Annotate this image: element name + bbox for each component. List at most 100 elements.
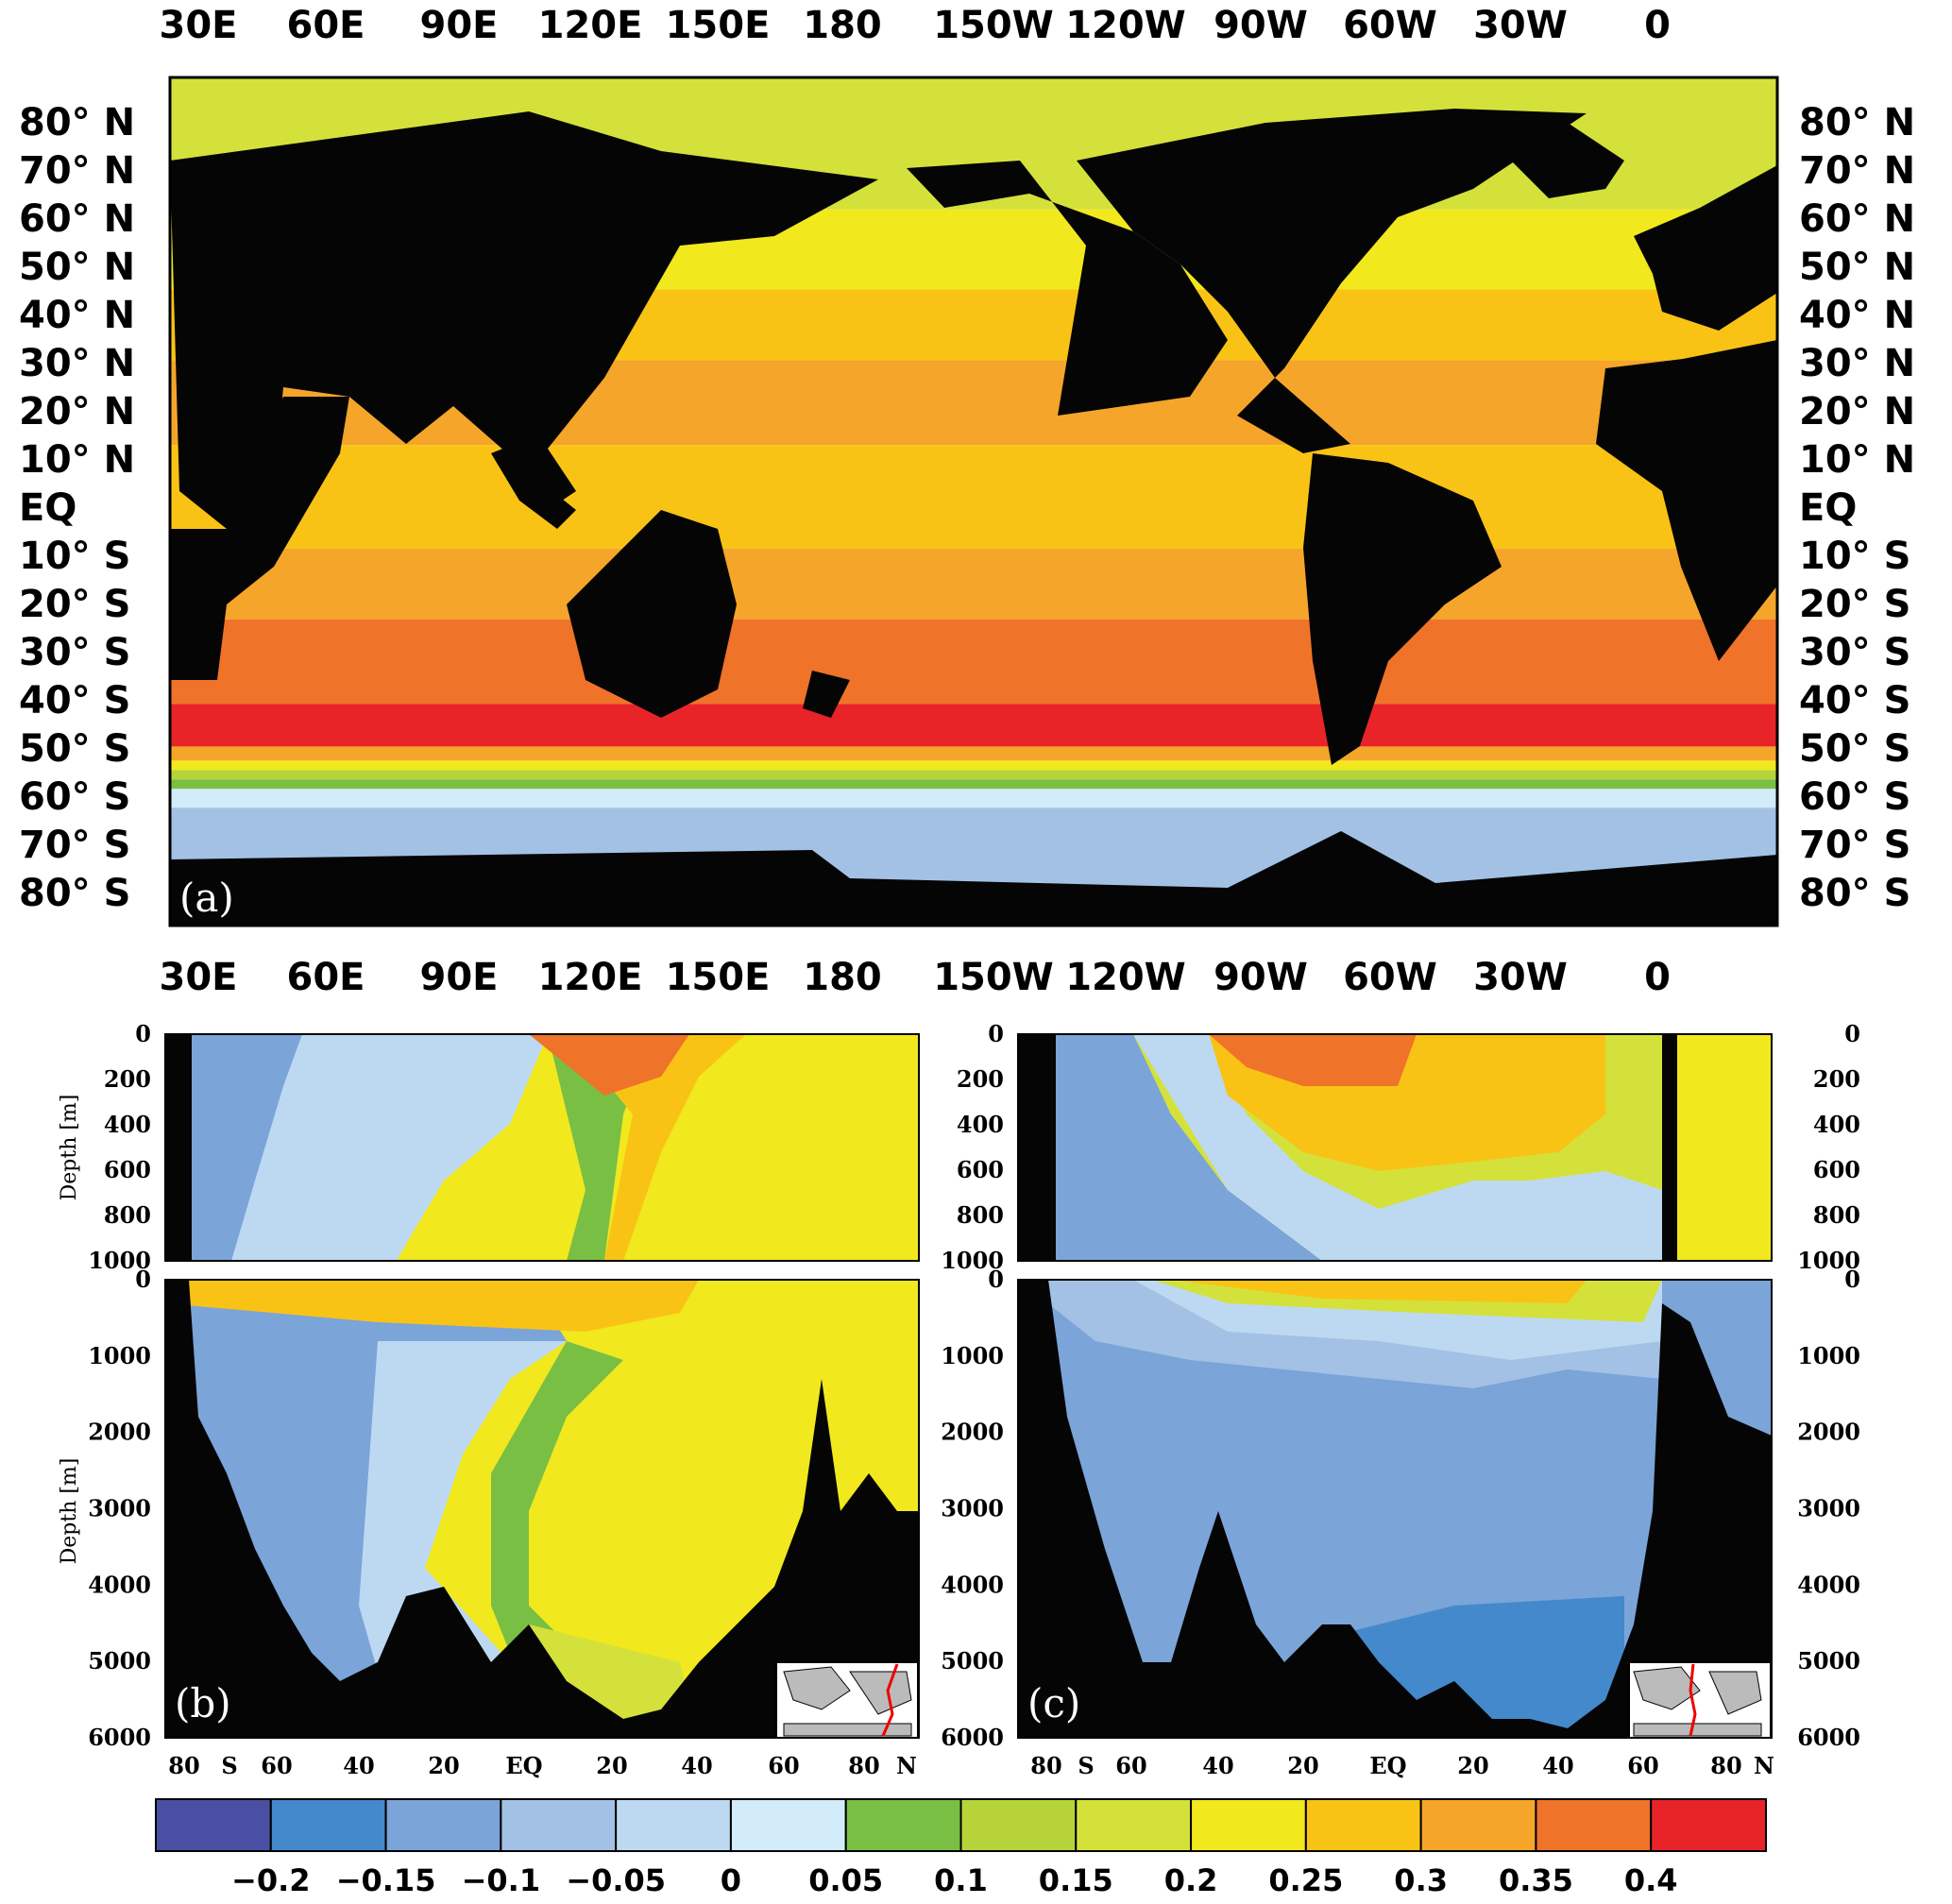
colorbar-swatch-2 [384,1798,502,1852]
land-eurasia [170,111,878,529]
b-x-tick-10: N [896,1752,917,1779]
panel-c-upper-frame [1017,1033,1773,1262]
map-y-tick-left-14: 60° S [19,775,130,819]
c-x-tick-0: 80 [1030,1752,1061,1779]
colorbar-swatch-6 [844,1798,962,1852]
map-y-tick-left-7: 10° N [19,438,135,482]
colorbar-swatch-8 [1075,1798,1193,1852]
map-y-tick-left-10: 20° S [19,583,130,626]
land-africa-west [1596,340,1777,661]
c-x-tick-1: S [1078,1752,1094,1779]
c-upper-y-tick-left-4: 800 [957,1201,1004,1229]
c-upper-y-tick-left-0: 0 [988,1020,1004,1047]
map-y-tick-left-12: 40° S [19,679,130,722]
map-band-9 [170,760,1777,771]
map-x-tick-top-0: 30E [160,4,238,47]
land-africa [170,397,349,680]
panel-c-section: (c) [1017,1033,1773,1739]
map-x-tick-bottom-11: 0 [1644,956,1671,999]
map-x-ticks: 30E 30E 60E 60E 90E 90E 120E 120E 150E 150E 180 180… [160,4,1671,999]
map-band-11 [170,779,1777,790]
colorbar-swatch-0 [155,1798,272,1852]
land-north-pacific-asia [907,161,1228,416]
land-mask [170,109,1777,926]
map-y-tick-left-8: EQ [19,486,76,530]
map-band-6 [170,619,1777,705]
c-lower-y-tick-left-3: 3000 [941,1495,1004,1522]
c-lower-y-tick-right-4: 4000 [1797,1571,1860,1598]
map-x-tick-bottom-0: 30E [160,956,238,999]
map-x-tick-top-9: 60W [1343,4,1437,47]
c-lower-y-tick-right-3: 3000 [1797,1495,1860,1522]
b-x-tick-7: 40 [681,1752,712,1779]
b-x-tick-1: S [221,1752,237,1779]
c-lower-y-tick-right-2: 2000 [1797,1419,1860,1446]
panel-label-c: (c) [1027,1680,1080,1726]
map-y-tick-right-16: 80° S [1799,872,1910,915]
panel-b-inset-map [775,1661,919,1739]
colorbar-label-4: 0 [721,1862,741,1898]
map-band-8 [170,746,1777,761]
land-australia [567,510,737,718]
panel-c-bathymetry [1018,1280,1772,1738]
map-y-tick-right-12: 40° S [1799,679,1910,722]
map-x-tick-bottom-10: 30W [1473,956,1568,999]
colorbar-label-3: −0.05 [566,1862,666,1898]
b-lower-y-tick-0: 0 [135,1266,151,1293]
b-x-tick-3: 40 [343,1752,374,1779]
map-x-tick-bottom-4: 150E [666,956,771,999]
c-lower-y-tick-left-4: 4000 [941,1571,1004,1598]
colorbar-swatch-9 [1190,1798,1307,1852]
map-y-tick-right-1: 70° N [1799,149,1915,193]
map-x-tick-top-10: 30W [1473,4,1568,47]
land-europe-west [1634,165,1777,331]
map-band-5 [170,548,1777,620]
c-x-tick-4: 20 [1287,1752,1318,1779]
b-upper-y-tick-1: 200 [104,1065,151,1093]
map-y-tick-left-16: 80° S [19,872,130,915]
map-band-4 [170,445,1777,549]
map-x-tick-top-5: 180 [803,4,882,47]
map-x-tick-bottom-7: 120W [1065,956,1186,999]
map-x-tick-top-7: 120W [1065,4,1186,47]
b-upper-y-tick-3: 600 [104,1156,151,1183]
panel-b-lower-frame [164,1279,920,1739]
c-upper-y-tick-left-1: 200 [957,1065,1004,1093]
colorbar-label-12: 0.4 [1624,1862,1678,1898]
map-x-tick-top-4: 150E [666,4,771,47]
b-x-tick-0: 80 [168,1752,199,1779]
map-y-tick-left-3: 50° N [19,246,135,289]
panel-a-map: (a) [168,76,1779,927]
map-y-tick-right-2: 60° N [1799,197,1915,241]
map-x-tick-bottom-3: 120E [538,956,643,999]
colorbar-swatch-5 [729,1798,847,1852]
c-upper-y-tick-right-5: 1000 [1797,1247,1860,1274]
colorbar-label-0: −0.2 [231,1862,311,1898]
map-y-tick-right-11: 30° S [1799,631,1910,674]
map-x-tick-top-11: 0 [1644,4,1671,47]
b-x-tick-2: 60 [261,1752,292,1779]
colorbar-swatch-13 [1650,1798,1767,1852]
map-x-tick-bottom-6: 150W [933,956,1054,999]
map-x-tick-top-2: 90E [420,4,499,47]
map-y-tick-right-13: 50° S [1799,727,1910,771]
map-x-tick-bottom-5: 180 [803,956,882,999]
b-x-tick-4: 20 [428,1752,459,1779]
colorbar-label-11: 0.35 [1499,1862,1573,1898]
map-x-tick-top-3: 120E [538,4,643,47]
colorbar-label-9: 0.25 [1268,1862,1343,1898]
map-y-tick-left-1: 70° N [19,149,135,193]
b-upper-y-tick-2: 400 [104,1111,151,1138]
map-band-12 [170,789,1777,808]
colorbar-swatch-12 [1535,1798,1653,1852]
c-lower-y-tick-left-5: 5000 [941,1647,1004,1674]
land-antarctica [170,831,1777,926]
depth-axis-label-lower: Depth [m] [58,1458,81,1565]
c-lower-y-tick-left-2: 2000 [941,1419,1004,1446]
b-x-tick-5: EQ [505,1752,542,1779]
colorbar-label-5: 0.05 [808,1862,883,1898]
panel-c-upper [1017,1033,1773,1262]
land-north-america [1077,109,1587,453]
b-lower-y-tick-5: 5000 [88,1647,151,1674]
